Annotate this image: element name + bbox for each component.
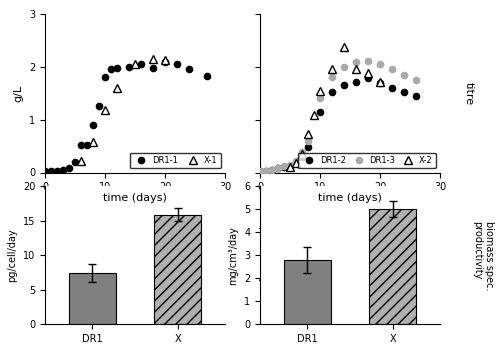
- Bar: [154, 215, 202, 324]
- Legend: DR1-1, X-1: DR1-1, X-1: [130, 153, 221, 168]
- Bar: [68, 273, 116, 324]
- Y-axis label: pg/cell/day: pg/cell/day: [8, 228, 18, 282]
- Y-axis label: mg/cm³/day: mg/cm³/day: [228, 226, 238, 285]
- Text: biomass spec.
productivity: biomass spec. productivity: [472, 220, 494, 290]
- Text: time (days): time (days): [318, 193, 382, 203]
- Bar: [370, 209, 416, 324]
- Bar: [284, 260, 331, 324]
- Text: titre: titre: [464, 81, 473, 105]
- Legend: DR1-2, DR1-3, X-2: DR1-2, DR1-3, X-2: [298, 153, 436, 168]
- Text: cell spec.
productivity: cell spec. productivity: [258, 226, 279, 285]
- Text: time (days): time (days): [103, 193, 167, 203]
- Y-axis label: g/L: g/L: [14, 85, 24, 102]
